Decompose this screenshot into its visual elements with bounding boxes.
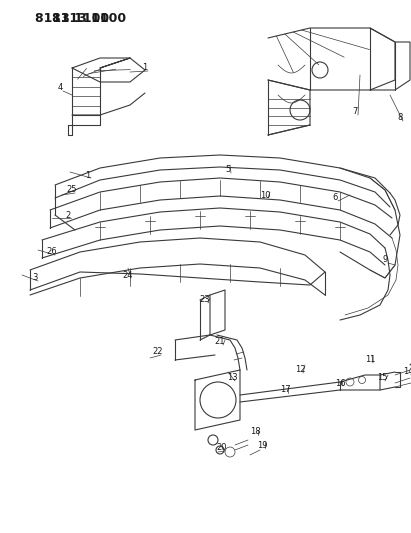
- Text: 8: 8: [397, 114, 403, 123]
- Text: 17: 17: [280, 385, 290, 394]
- Text: 16: 16: [335, 378, 345, 387]
- Text: 14: 14: [403, 367, 411, 376]
- Text: 20: 20: [217, 443, 227, 453]
- Text: 13: 13: [227, 374, 237, 383]
- Text: 9: 9: [382, 255, 388, 264]
- Text: 22: 22: [153, 348, 163, 357]
- Text: 10: 10: [260, 190, 270, 199]
- Text: 8113 1100: 8113 1100: [35, 12, 109, 25]
- Text: 8113 1100: 8113 1100: [52, 12, 126, 25]
- Text: 11: 11: [365, 356, 375, 365]
- Text: 1: 1: [142, 63, 148, 72]
- Text: 7: 7: [352, 108, 358, 117]
- Text: 15: 15: [377, 374, 387, 383]
- Text: 5: 5: [225, 166, 231, 174]
- Text: 23: 23: [200, 295, 210, 304]
- Text: 12: 12: [295, 366, 305, 375]
- Text: 19: 19: [257, 440, 267, 449]
- Text: 24: 24: [123, 271, 133, 279]
- Text: 1: 1: [85, 171, 90, 180]
- Text: 21: 21: [215, 337, 225, 346]
- Text: 2: 2: [65, 211, 71, 220]
- Text: 25: 25: [67, 185, 77, 195]
- Text: 6: 6: [332, 193, 338, 203]
- Text: 18: 18: [250, 427, 260, 437]
- Text: 4: 4: [58, 84, 62, 93]
- Text: 3: 3: [32, 273, 38, 282]
- Text: 26: 26: [47, 247, 57, 256]
